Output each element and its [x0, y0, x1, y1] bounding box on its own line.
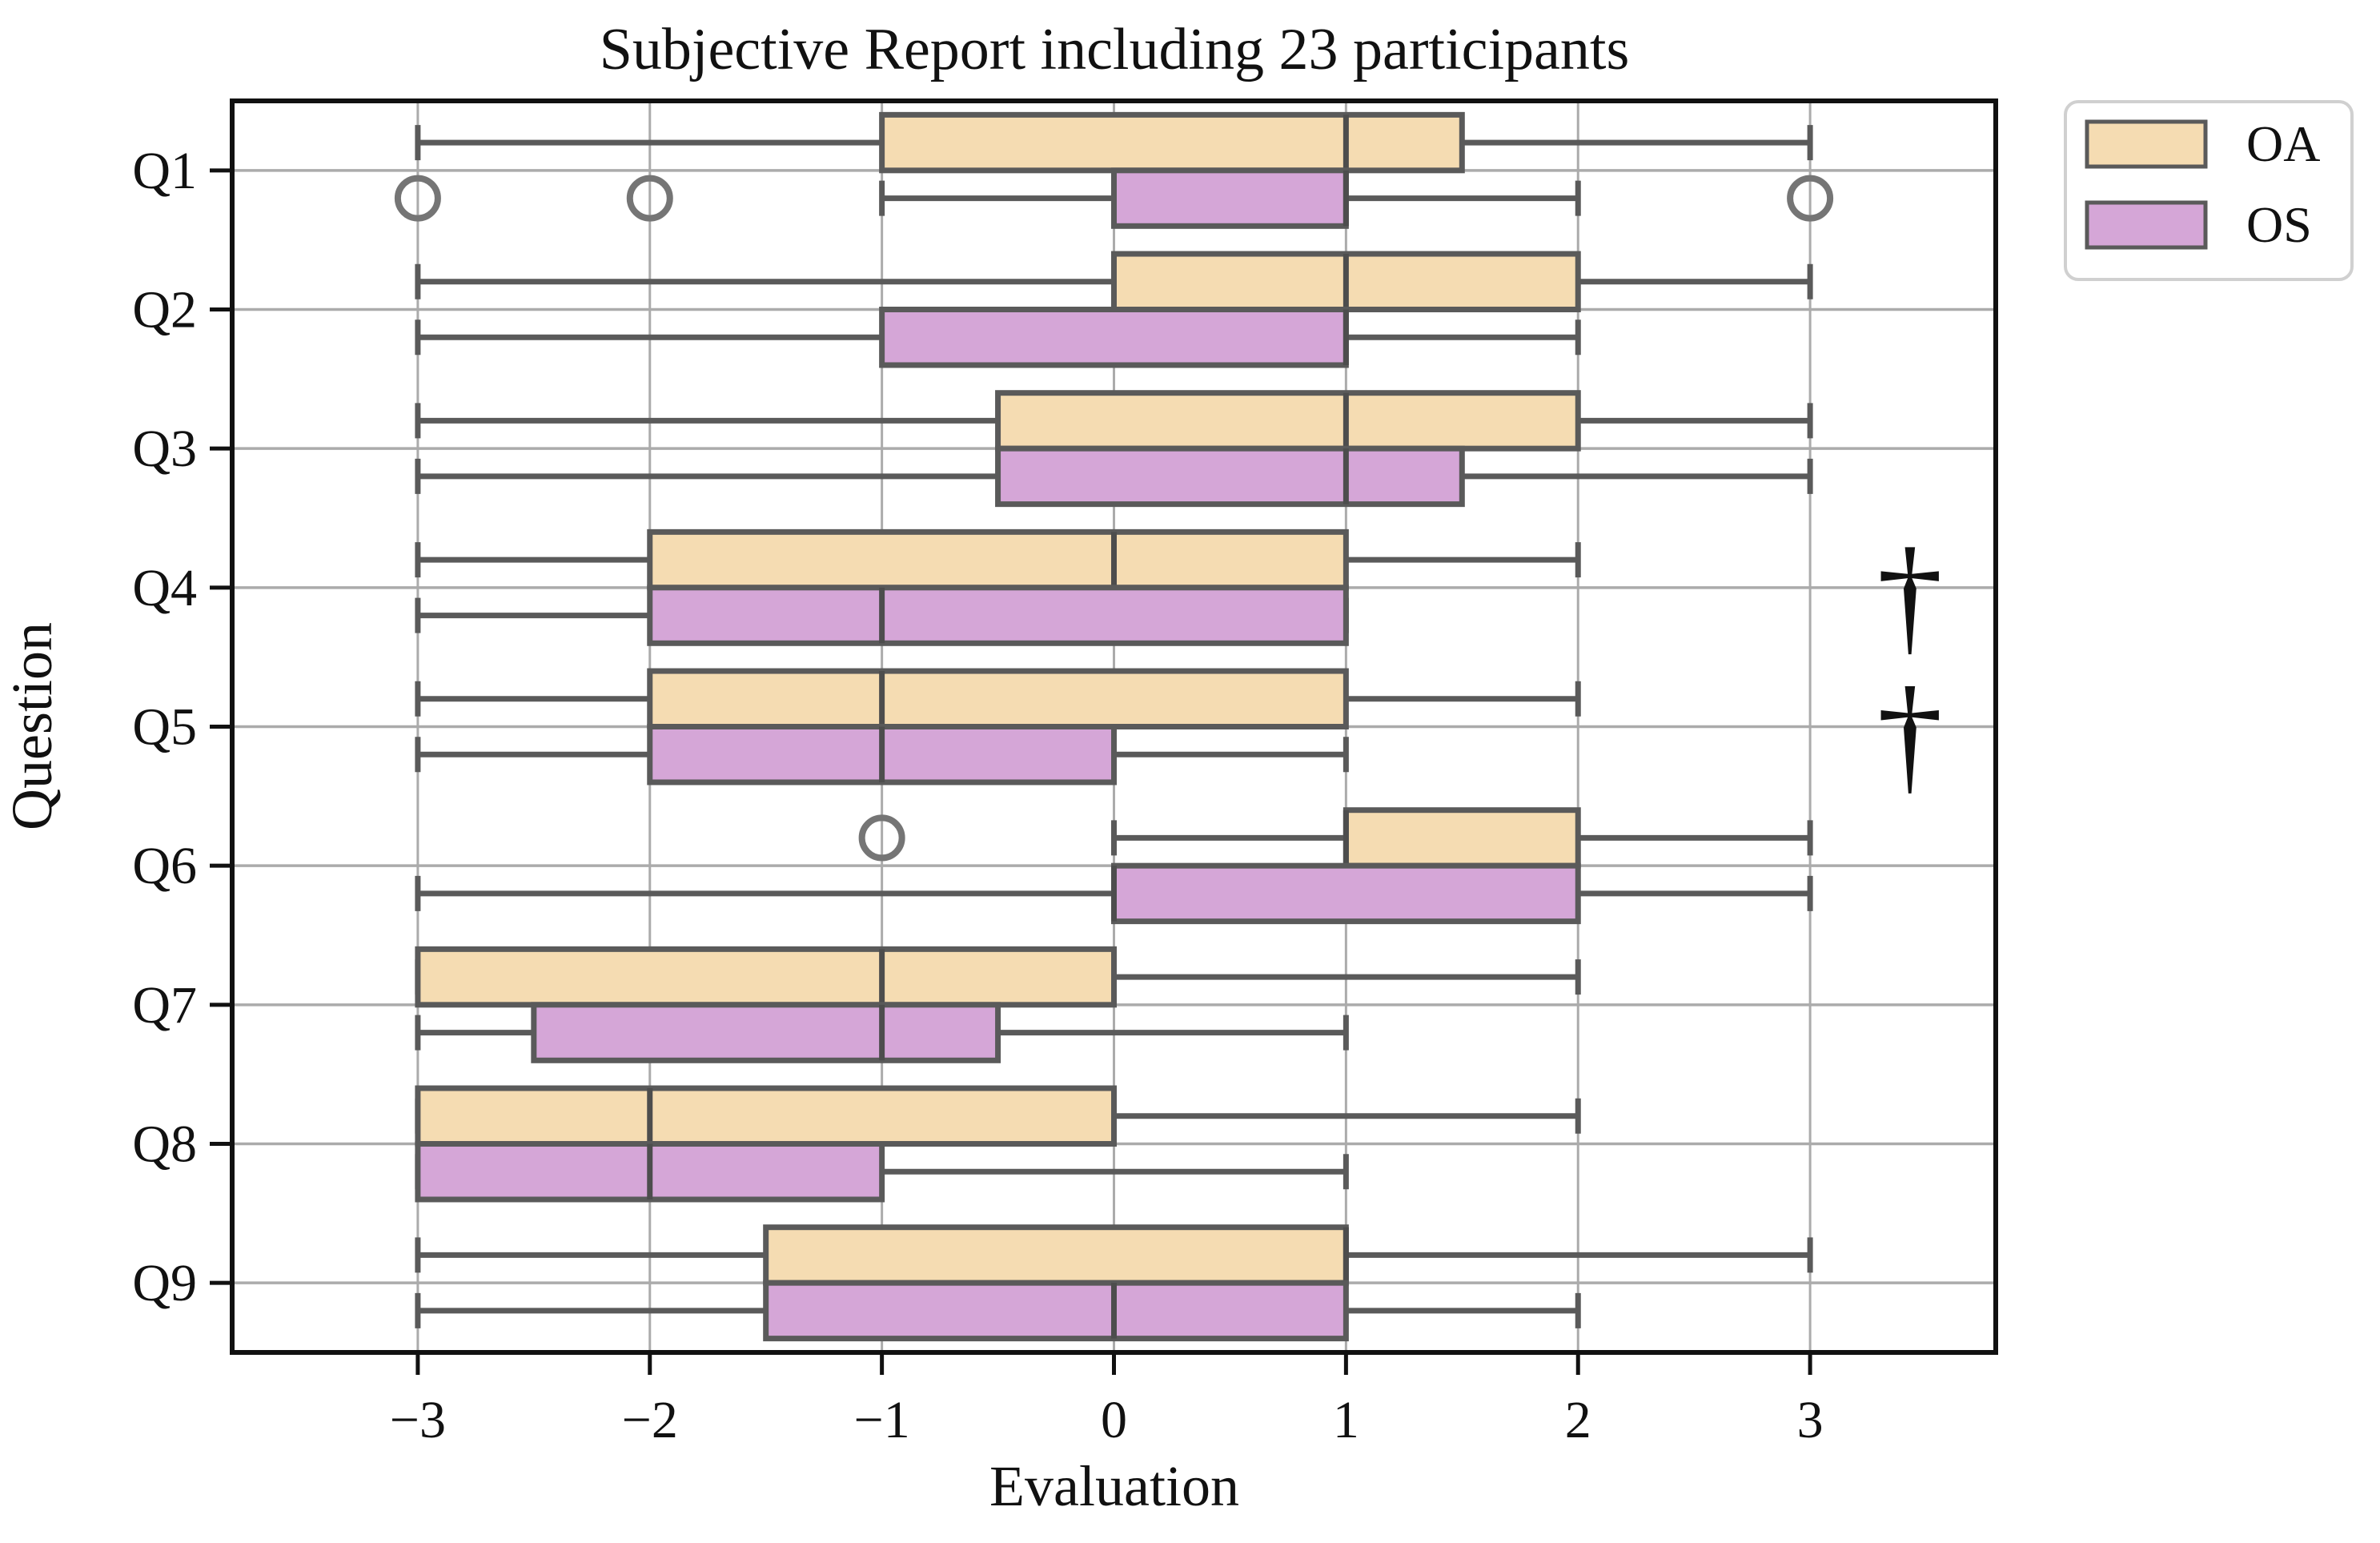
box-group-Q1-OS	[394, 167, 1834, 229]
box-rect	[531, 1002, 1001, 1063]
box-group-Q9-OS	[415, 1280, 1581, 1342]
x-tick-label: −1	[854, 1391, 910, 1449]
x-tick-label: 3	[1797, 1391, 1824, 1449]
dagger-annotation: †	[1876, 661, 1943, 807]
box-group-Q7-OS	[415, 1002, 1349, 1063]
box-rect	[647, 528, 1349, 591]
box-rect	[995, 390, 1581, 452]
legend-label-oa: OA	[2246, 115, 2320, 172]
box-group-Q5-OA	[415, 668, 1581, 729]
box-rect	[415, 1085, 1117, 1147]
y-tick-label: Q2	[132, 281, 197, 340]
outlier-marker	[394, 175, 441, 222]
box-group-Q9-OA	[415, 1224, 1813, 1286]
box-rect	[647, 585, 1349, 646]
box-rect	[763, 1280, 1349, 1342]
outlier-marker	[626, 175, 673, 222]
box-group-Q2-OS	[415, 307, 1581, 368]
box-group-Q3-OA	[415, 390, 1813, 452]
box-group-Q1-OA	[415, 111, 1813, 174]
box-rect	[1111, 862, 1581, 925]
box-group-Q5-OS	[415, 724, 1349, 786]
box-rect	[879, 111, 1465, 174]
box-group-Q3-OS	[415, 445, 1813, 508]
x-tick-label: 2	[1565, 1391, 1591, 1449]
box-rect	[1343, 807, 1581, 869]
box-rect	[763, 1224, 1349, 1286]
box-rect	[415, 946, 1117, 1008]
box-group-Q7-OA	[415, 946, 1581, 1008]
dagger-annotation: †	[1876, 521, 1943, 668]
plot-area: †† −3 −2 −1 0 1 2 3 Q1 Q2 Q3 Q4 Q5 Q6 Q7 Q8 Q9	[132, 98, 1998, 1449]
box-rect	[879, 307, 1349, 368]
box-rect	[995, 445, 1465, 508]
legend-swatch-oa	[2085, 119, 2208, 169]
x-axis-label: Evaluation	[989, 1454, 1239, 1518]
x-tick-label: −2	[622, 1391, 678, 1449]
box-group-Q6-OA	[858, 807, 1813, 869]
x-tick-label: −3	[390, 1391, 446, 1449]
box-group-Q2-OA	[415, 251, 1813, 312]
y-axis-label: Question	[0, 622, 64, 830]
box-rect	[647, 668, 1349, 729]
box-group-Q4-OA	[415, 528, 1581, 591]
y-tick-label: Q8	[132, 1115, 197, 1174]
y-tick-label: Q3	[132, 420, 197, 478]
y-tick-label: Q7	[132, 976, 197, 1035]
y-tick-label: Q6	[132, 837, 197, 895]
legend-swatch-os	[2085, 200, 2208, 250]
y-tick-label: Q4	[132, 559, 197, 617]
box-group-Q8-OS	[415, 1141, 1349, 1203]
outlier-marker	[858, 814, 905, 862]
box-group-Q4-OS	[415, 585, 1349, 646]
box-group-Q8-OA	[415, 1085, 1581, 1147]
y-tick-label: Q5	[132, 698, 197, 757]
x-tick-label: 1	[1333, 1391, 1359, 1449]
box-group-Q6-OS	[415, 862, 1813, 925]
y-tick-label: Q9	[132, 1254, 197, 1312]
x-tick-label: 0	[1101, 1391, 1127, 1449]
legend: OA OS	[2064, 100, 2354, 281]
outlier-marker	[1787, 175, 1834, 222]
chart-title: Subjective Report including 23 participa…	[600, 17, 1630, 82]
y-tick-label: Q1	[132, 142, 197, 200]
box-rect	[1111, 167, 1349, 229]
legend-label-os: OS	[2246, 196, 2312, 253]
